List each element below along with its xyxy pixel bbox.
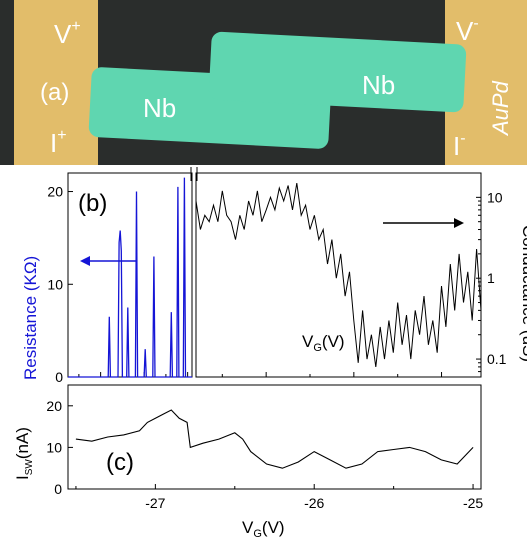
panel-b-label: (b): [78, 190, 107, 217]
left-x-tick-label: -8: [181, 381, 194, 382]
right-x-tick-label: -4: [348, 381, 361, 382]
right-y-tick-label: 0.1: [487, 351, 507, 367]
isw-series-line: [75, 409, 474, 469]
panel-c-label: (c): [106, 449, 134, 476]
label-nb-right: Nb: [362, 70, 395, 100]
label-panel-a: (a): [40, 79, 69, 106]
right-y-tick-label: 10: [487, 189, 503, 205]
conductance-series-line: [195, 183, 482, 367]
left-x-tick-label: -12: [91, 381, 111, 382]
label-vminus: V-: [456, 15, 479, 46]
panel-c-chart: 0 10 20 -27 -26 -25 (c) ISW(nA) VG(V): [13, 384, 483, 540]
right-nanowire: [208, 31, 467, 113]
right-x-tick-label: -2: [435, 381, 448, 382]
sem-micrograph: V+ (a) I+ Nb Nb V- I- AuPd: [0, 0, 527, 165]
label-nb-left: Nb: [143, 93, 176, 123]
panel-c-frame: [67, 384, 482, 490]
c-y-tick-label: 20: [46, 398, 62, 414]
c-y-tick-label: 0: [54, 481, 62, 497]
y-axis-label-isw: ISW(nA): [13, 427, 35, 480]
panel-b-right-frame: [195, 172, 482, 378]
left-x-tick-label: -10: [134, 381, 154, 382]
left-contact-pad: [14, 0, 98, 165]
resistance-series-line: [68, 177, 192, 378]
label-iminus: I-: [453, 130, 466, 161]
right-y-tick-label: 1: [487, 270, 495, 286]
y-axis-label-conductance: Conductance (uS): [519, 225, 527, 362]
x-axis-label-vg-b: VG(V): [302, 332, 345, 354]
c-x-tick-label: -26: [304, 495, 324, 511]
panel-b-chart: 0 10 20 -12 -10 -8 -6 -4 -2 10 1 0.1 (b) Resista…: [21, 167, 527, 382]
left-y-tick-label: 10: [47, 276, 63, 292]
label-iplus: I+: [50, 127, 67, 158]
label-vplus: V+: [54, 18, 81, 49]
y-axis-label-resistance: Resistance (KΩ): [21, 256, 40, 380]
arrow-head-right-icon: [454, 218, 464, 228]
right-x-tick-label: -6: [260, 381, 273, 382]
left-y-tick-label: 20: [47, 184, 63, 200]
arrow-head-left-icon: [80, 256, 90, 266]
x-axis-label-vg-c: VG(V): [242, 518, 285, 540]
label-aupd: AuPd: [488, 80, 513, 137]
c-x-tick-label: -27: [145, 495, 165, 511]
c-x-tick-label: -25: [463, 495, 483, 511]
c-y-tick-label: 10: [46, 439, 62, 455]
left-y-tick-label: 0: [55, 369, 63, 382]
